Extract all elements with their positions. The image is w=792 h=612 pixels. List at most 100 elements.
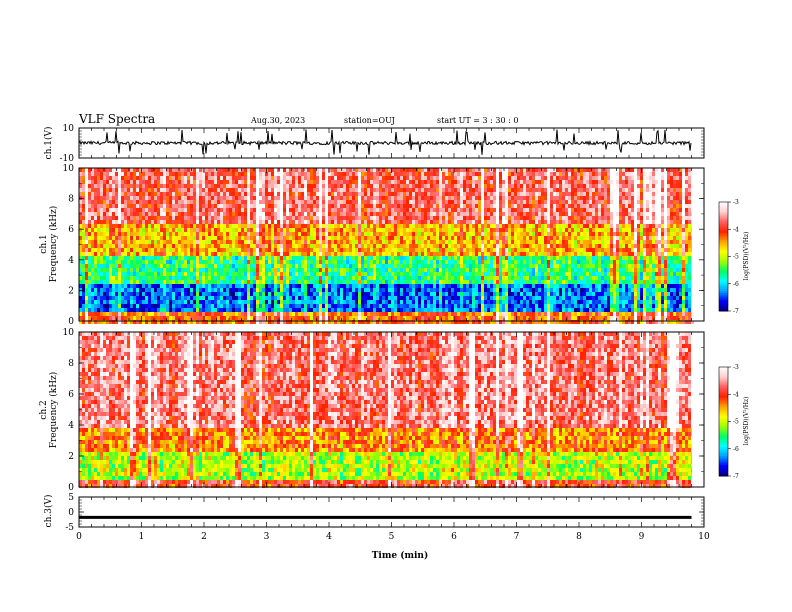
spectrogram-cell <box>133 204 136 208</box>
spectrogram-cell <box>265 284 268 288</box>
spectrogram-cell <box>340 236 343 240</box>
spectrogram-cell <box>178 264 181 268</box>
spectrogram-cell <box>175 256 178 260</box>
spectrogram-cell <box>175 180 178 184</box>
spectrogram-cell <box>151 184 154 188</box>
spectrogram-cell <box>79 300 82 304</box>
spectrogram-cell <box>349 320 352 324</box>
spectrogram-cell <box>220 200 223 204</box>
spectrogram-cell <box>109 176 112 180</box>
spectrogram-cell <box>175 236 178 240</box>
spectrogram-cell <box>163 296 166 300</box>
spectrogram-cell <box>325 236 328 240</box>
spectrogram-cell <box>295 268 298 272</box>
spectrogram-cell <box>157 236 160 240</box>
spectrogram-cell <box>241 292 244 296</box>
spectrogram-cell <box>301 280 304 284</box>
spectrogram-cell <box>157 204 160 208</box>
spectrogram-cell <box>121 224 124 228</box>
spectrogram-cell <box>241 220 244 224</box>
spectrogram-cell <box>313 312 316 316</box>
spectrogram-cell <box>268 256 271 260</box>
spectrogram-cell <box>280 256 283 260</box>
spectrogram-cell <box>430 240 433 244</box>
spectrogram-cell <box>220 188 223 192</box>
spectrogram-cell <box>400 308 403 312</box>
spectrogram-cell <box>103 292 106 296</box>
spectrogram-cell <box>259 264 262 268</box>
spectrogram-cell <box>142 212 145 216</box>
spectrogram-cell <box>244 260 247 264</box>
spectrogram-cell <box>106 264 109 268</box>
spectrogram-cell <box>175 172 178 176</box>
spectrogram-cell <box>373 264 376 268</box>
spectrogram-cell <box>166 288 169 292</box>
spectrogram-cell <box>448 292 451 296</box>
spectrogram-cell <box>88 252 91 256</box>
spectrogram-cell <box>136 208 139 212</box>
spectrogram-cell <box>205 268 208 272</box>
spectrogram-cell <box>349 308 352 312</box>
spectrogram-cell <box>196 252 199 256</box>
spectrogram-cell <box>301 212 304 216</box>
spectrogram-cell <box>232 196 235 200</box>
spectrogram-cell <box>289 248 292 252</box>
spectrogram-cell <box>376 212 379 216</box>
spectrogram-cell <box>148 252 151 256</box>
spectrogram-cell <box>277 184 280 188</box>
spectrogram-cell <box>337 228 340 232</box>
spectrogram-cell <box>220 256 223 260</box>
spectrogram-cell <box>277 236 280 240</box>
spectrogram-cell <box>124 232 127 236</box>
spectrogram-cell <box>325 312 328 316</box>
spectrogram-cell <box>358 236 361 240</box>
spectrogram-cell <box>235 244 238 248</box>
spectrogram-cell <box>376 168 379 172</box>
spectrogram-cell <box>163 280 166 284</box>
spectrogram-cell <box>106 240 109 244</box>
spectrogram-cell <box>289 272 292 276</box>
spectrogram-cell <box>304 212 307 216</box>
spectrogram-cell <box>94 244 97 248</box>
spectrogram-cell <box>82 168 85 172</box>
spectrogram-cell <box>358 304 361 308</box>
spectrogram-cell <box>220 220 223 224</box>
spectrogram-cell <box>91 236 94 240</box>
spectrogram-cell <box>412 312 415 316</box>
spectrogram-cell <box>139 192 142 196</box>
spectrogram-cell <box>394 256 397 260</box>
spectrogram-cell <box>376 280 379 284</box>
spectrogram-cell <box>181 316 184 320</box>
spectrogram-cell <box>406 312 409 316</box>
spectrogram-cell <box>373 276 376 280</box>
spectrogram-cell <box>373 232 376 236</box>
spectrogram-cell <box>214 288 217 292</box>
spectrogram-cell <box>307 284 310 288</box>
spectrogram-cell <box>97 320 100 324</box>
spectrogram-cell <box>136 260 139 264</box>
spectrogram-cell <box>373 316 376 320</box>
spectrogram-cell <box>268 292 271 296</box>
spectrogram-cell <box>97 304 100 308</box>
spectrogram-cell <box>253 176 256 180</box>
spectrogram-cell <box>157 292 160 296</box>
spectrogram-cell <box>442 216 445 220</box>
spectrogram-cell <box>208 208 211 212</box>
spectrogram-cell <box>382 260 385 264</box>
spectrogram-cell <box>415 312 418 316</box>
spectrogram-cell <box>145 268 148 272</box>
spectrogram-cell <box>364 248 367 252</box>
spectrogram-cell <box>313 268 316 272</box>
spectrogram-cell <box>166 244 169 248</box>
spectrogram-cell <box>271 296 274 300</box>
spectrogram-cell <box>376 276 379 280</box>
spectrogram-cell <box>403 244 406 248</box>
spectrogram-cell <box>181 300 184 304</box>
spectrogram-cell <box>205 184 208 188</box>
spectrogram-cell <box>82 252 85 256</box>
spectrogram-cell <box>241 280 244 284</box>
spectrogram-cell <box>145 280 148 284</box>
spectrogram-cell <box>109 172 112 176</box>
spectrogram-cell <box>361 264 364 268</box>
spectrogram-cell <box>172 228 175 232</box>
